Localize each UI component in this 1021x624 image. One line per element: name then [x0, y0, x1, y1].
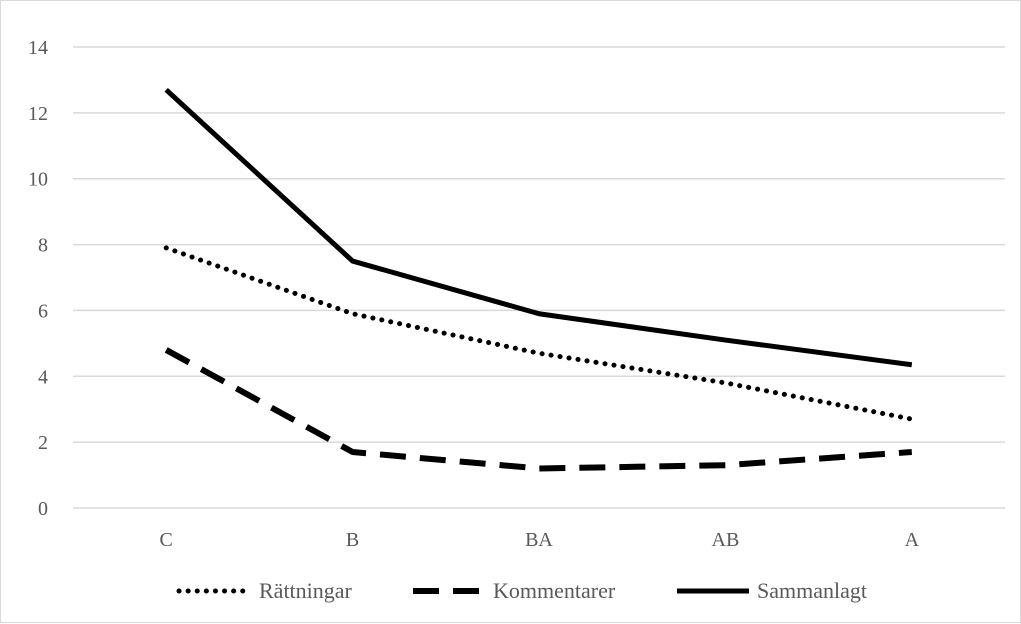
y-tick-label: 2 — [38, 432, 48, 454]
y-tick-label: 8 — [38, 235, 48, 257]
x-tick-label: BA — [525, 529, 553, 551]
y-tick-label: 0 — [38, 498, 48, 520]
x-axis-ticks: C B BA AB A — [160, 529, 920, 551]
y-axis-ticks: 0 2 4 6 8 10 12 14 — [28, 37, 48, 520]
y-tick-label: 10 — [28, 169, 48, 191]
legend-label: Rättningar — [259, 578, 353, 603]
x-tick-label: AB — [712, 529, 740, 551]
series-line-sammanlagt — [164, 87, 913, 368]
series-line-kommentarer — [164, 347, 913, 472]
x-tick-label: C — [160, 529, 173, 551]
legend-label: Kommentarer — [493, 578, 616, 603]
x-tick-label: A — [905, 529, 920, 551]
y-tick-label: 14 — [28, 37, 48, 59]
legend: Rättningar Kommentarer Sammanlagt — [176, 578, 867, 603]
y-tick-label: 12 — [28, 103, 48, 125]
series-line-r-ttningar — [163, 245, 915, 422]
series-lines — [163, 87, 915, 472]
gridlines — [73, 46, 1005, 509]
y-tick-label: 4 — [38, 366, 48, 388]
y-tick-label: 6 — [38, 300, 48, 322]
x-tick-label: B — [346, 529, 359, 551]
legend-label: Sammanlagt — [757, 578, 867, 603]
